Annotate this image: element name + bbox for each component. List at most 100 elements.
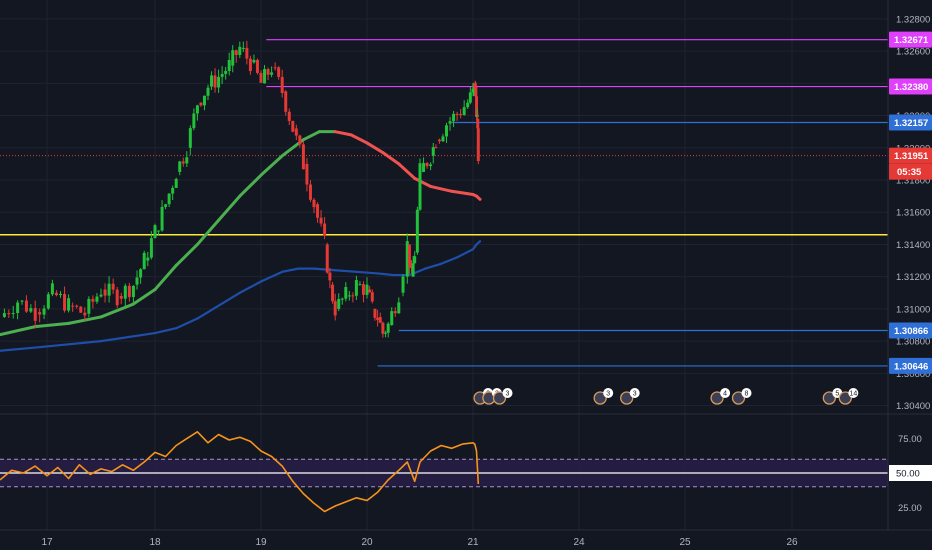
candle-body <box>468 92 472 103</box>
candle-body <box>245 47 249 59</box>
candle-body <box>131 285 135 298</box>
candle-body <box>413 256 417 264</box>
candle-body <box>2 313 6 317</box>
price-label-text: 1.32157 <box>894 118 928 129</box>
event-count-label: 5 <box>835 391 839 398</box>
candle-body <box>280 76 284 93</box>
candle-body <box>474 85 478 97</box>
candle-body <box>248 58 252 72</box>
ma-short-segment <box>131 288 157 306</box>
candle-body <box>405 241 409 277</box>
candle-body <box>397 302 401 314</box>
candle-body <box>455 113 459 115</box>
candle-body <box>79 306 83 313</box>
candle-body <box>241 47 245 49</box>
ma-long-segment <box>67 340 103 346</box>
candle-body <box>149 238 153 258</box>
event-flag-icon <box>710 391 724 405</box>
price-tick-label: 1.31600 <box>896 208 930 219</box>
candle-body <box>368 289 372 293</box>
ma-short-segment <box>195 218 221 246</box>
candle-body <box>466 102 470 108</box>
event-flag-icon <box>822 391 836 405</box>
candle-body <box>91 298 95 302</box>
candle-body <box>361 284 365 295</box>
candlesticks <box>2 40 480 338</box>
ma-long-segment <box>281 267 300 273</box>
candle-body <box>181 161 185 164</box>
ma-short-line <box>0 130 482 337</box>
ma-long-segment <box>440 256 459 265</box>
price-tick-label: 1.30600 <box>896 369 930 380</box>
ma-long-segment <box>312 267 337 272</box>
candle-body <box>381 322 385 334</box>
candle-body <box>115 289 119 306</box>
candle-body <box>445 125 448 137</box>
event-count-label: 3 <box>633 391 637 398</box>
price-label-box <box>889 147 932 164</box>
candle-body <box>298 135 302 145</box>
price-tick-label: 1.31400 <box>896 240 930 251</box>
oscillator-tick-label: 25.00 <box>898 503 922 514</box>
candle-body <box>476 118 480 129</box>
candle-body <box>390 311 394 325</box>
candle-body <box>266 69 270 75</box>
candle-body <box>386 323 390 333</box>
candle-body <box>328 272 332 281</box>
ma-long-segment <box>175 317 199 330</box>
candle-body <box>384 332 388 334</box>
price-label-text: 1.32380 <box>894 82 928 93</box>
candle-body <box>358 284 362 286</box>
candle-body <box>71 305 75 307</box>
candle-body <box>473 83 477 86</box>
candle-body <box>273 67 277 69</box>
candle-body <box>185 157 189 164</box>
candle-body <box>312 199 316 208</box>
event-count-label: 3 <box>506 391 510 398</box>
price-label-box <box>889 31 932 48</box>
candle-body <box>351 295 355 297</box>
candle-body <box>220 73 224 77</box>
candle-body <box>407 244 411 267</box>
time-axis[interactable]: 17 18 19 20 21 24 25 26 <box>41 537 798 548</box>
candle-body <box>206 87 210 96</box>
ma-short-segment <box>475 194 482 201</box>
candle-body <box>462 107 466 115</box>
oscillator-tick-label: 75.00 <box>898 434 922 445</box>
ma-short-segment <box>429 184 454 193</box>
candle-body <box>59 293 62 296</box>
ma-short-segment <box>217 194 242 222</box>
ma-short-segment <box>365 141 385 155</box>
ma-long-segment <box>259 270 284 283</box>
price-labels: 1.32671 1.32380 1.32157 1.31951 1.30866 1.306… <box>889 31 932 374</box>
candle-body <box>331 284 335 302</box>
time-tick-label: 26 <box>786 537 798 548</box>
candle-body <box>195 105 199 114</box>
candle-body <box>139 269 143 278</box>
price-label-text: 1.30646 <box>894 361 928 372</box>
candle-body <box>437 139 441 142</box>
candle-body <box>294 128 298 136</box>
candle-body <box>365 284 369 295</box>
candle-body <box>210 75 214 87</box>
candle-body <box>263 69 267 84</box>
event-markers: 3333348514 <box>473 388 859 405</box>
ma-long-segment <box>196 304 220 320</box>
price-tick-label: 1.32800 <box>896 14 930 25</box>
price-label-text: 1.32671 <box>894 35 929 46</box>
ma-short-segment <box>349 133 369 145</box>
candle-body <box>67 298 71 311</box>
candle-body <box>305 163 309 185</box>
time-tick-label: 19 <box>255 537 267 548</box>
candle-body <box>54 292 58 296</box>
candle-body <box>441 136 445 142</box>
candle-body <box>259 72 263 83</box>
event-count-badge <box>502 388 513 398</box>
event-count-badge <box>603 388 614 398</box>
price-label-box <box>889 357 932 374</box>
candle-body <box>153 225 157 239</box>
candle-body <box>213 75 217 88</box>
candle-body <box>370 292 374 302</box>
candle-body <box>287 111 291 121</box>
